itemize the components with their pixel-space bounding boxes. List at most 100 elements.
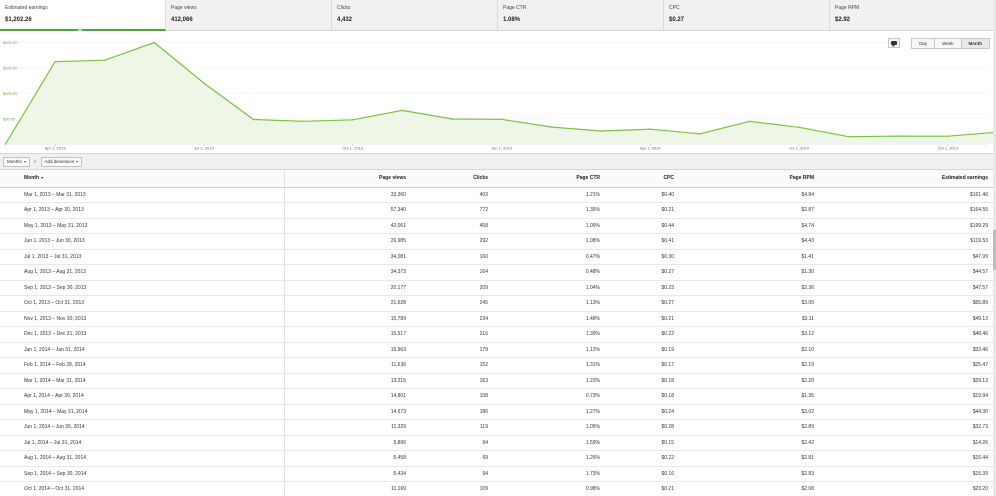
cell-clicks: 458	[414, 218, 496, 234]
column-header-clicks[interactable]: Clicks	[414, 170, 496, 188]
cell-cpc: $0.17	[608, 357, 682, 374]
table-row: Sep 1, 2013 – Sep 30, 2013 20,177 209 1.04%…	[0, 280, 996, 296]
primary-dimension-label: Months	[7, 159, 22, 164]
cell-cpc: $0.44	[608, 218, 682, 234]
add-dimension-label: Add dimension	[44, 159, 75, 164]
cell-cpc: $0.27	[608, 295, 682, 312]
cell-estimated-earnings: $44.30	[822, 404, 996, 420]
cell-page-views: 57,340	[283, 202, 414, 219]
table-row: Mar 1, 2013 – Mar 31, 2013 33,360 403 1.21%…	[0, 187, 996, 203]
cell-page-ctr: 1.12%	[496, 342, 608, 358]
data-point	[550, 126, 552, 128]
chevron-down-icon	[76, 160, 79, 163]
cell-page-views: 20,177	[283, 280, 414, 296]
cell-page-rpm: $2.10	[682, 342, 822, 358]
cell-month: Mar 1, 2013 – Mar 31, 2013	[0, 187, 284, 203]
cell-clicks: 119	[414, 419, 496, 436]
cell-clicks: 234	[414, 311, 496, 327]
column-header-page-ctr[interactable]: Page CTR	[496, 170, 608, 188]
cell-page-ctr: 0.48%	[496, 264, 608, 281]
cell-clicks: 245	[414, 295, 496, 312]
cell-month: Apr 1, 2013 – Apr 30, 2013	[0, 202, 284, 219]
column-header-page-views[interactable]: Page views	[283, 170, 414, 188]
cell-estimated-earnings: $65.89	[822, 295, 996, 312]
cell-estimated-earnings: $25.47	[822, 357, 996, 374]
comment-button[interactable]	[888, 38, 900, 48]
scrollbar-thumb[interactable]	[993, 230, 996, 270]
data-point	[4, 143, 7, 145]
cell-page-rpm: $1.30	[682, 264, 822, 281]
cell-estimated-earnings: $48.46	[822, 326, 996, 343]
cell-page-views: 13,215	[283, 373, 414, 389]
tab-page-views[interactable]: Page views 412,066	[166, 0, 332, 31]
week-button[interactable]: Week	[935, 38, 962, 49]
cell-cpc: $0.19	[608, 342, 682, 358]
cell-clicks: 186	[414, 404, 496, 420]
tab-estimated-earnings[interactable]: Estimated earnings $1,202.26	[0, 0, 166, 31]
column-header-month[interactable]: Month ▼	[0, 170, 284, 188]
earnings-area	[5, 42, 996, 144]
table-row: May 1, 2013 – May 31, 2013 42,061 458 1.09%…	[0, 218, 996, 234]
cell-page-rpm: $2.20	[682, 373, 822, 389]
cell-estimated-earnings: $119.53	[822, 233, 996, 250]
cell-cpc: $0.18	[608, 373, 682, 389]
table-row: Oct 1, 2014 – Oct 31, 2014 11,169 109 0.98%…	[0, 481, 996, 496]
cell-page-rpm: $3.11	[682, 311, 822, 327]
table-row: Jun 1, 2014 – Jun 30, 2014 11,329 119 1.05%…	[0, 419, 996, 436]
cell-estimated-earnings: $47.99	[822, 249, 996, 265]
tab-clicks[interactable]: Clicks 4,432	[332, 0, 498, 31]
cell-page-ctr: 1.05%	[496, 419, 608, 436]
granularity-toggle: Day Week Month	[911, 38, 990, 49]
vertical-scrollbar[interactable]	[993, 0, 996, 496]
column-header-label: Month	[24, 175, 39, 182]
cell-page-rpm: $1.41	[682, 249, 822, 265]
cell-clicks: 69	[414, 450, 496, 467]
table-row: Oct 1, 2013 – Oct 31, 2013 21,628 245 1.13%…	[0, 295, 996, 312]
data-point	[649, 128, 652, 130]
data-point	[302, 120, 304, 123]
data-point	[798, 126, 800, 129]
y-tick-label: $50.00	[3, 117, 16, 122]
x-tick-label: Apr 1, 2013	[45, 146, 66, 151]
column-header-page-rpm[interactable]: Page RPM	[682, 170, 822, 188]
cell-estimated-earnings: $161.46	[822, 187, 996, 203]
cell-month: Aug 1, 2014 – Aug 31, 2014	[0, 450, 284, 467]
cell-estimated-earnings: $14.26	[822, 435, 996, 451]
add-dimension-dropdown[interactable]: Add dimension	[40, 156, 83, 167]
cell-page-rpm: $2.83	[682, 466, 822, 482]
double-chevron-icon: »	[33, 158, 37, 165]
tab-label: Page RPM	[835, 5, 860, 11]
cell-page-rpm: $3.05	[682, 295, 822, 312]
cell-cpc: $0.23	[608, 280, 682, 296]
cell-page-views: 14,801	[283, 388, 414, 405]
cell-month: Sep 1, 2013 – Sep 30, 2013	[0, 280, 284, 296]
day-button[interactable]: Day	[911, 38, 936, 49]
tab-label: Estimated earnings	[5, 5, 48, 11]
table-row: Nov 1, 2013 – Nov 30, 2013 15,789 234 1.48%…	[0, 311, 996, 327]
cell-page-ctr: 1.31%	[496, 357, 608, 374]
month-button[interactable]: Month	[961, 38, 990, 49]
cell-page-ctr: 1.35%	[496, 202, 608, 219]
y-tick-label: $150.00	[3, 66, 18, 71]
dimension-bar: Months » Add dimension	[0, 153, 996, 170]
data-point	[451, 118, 453, 120]
cell-clicks: 109	[414, 481, 496, 496]
cell-month: Feb 1, 2014 – Feb 28, 2014	[0, 357, 284, 374]
column-header-estimated-earnings[interactable]: Estimated earnings	[822, 170, 996, 188]
cell-estimated-earnings: $15.44	[822, 450, 996, 467]
data-point	[699, 133, 701, 135]
table-row: Mar 1, 2014 – Mar 31, 2014 13,215 163 1.23%…	[0, 373, 996, 389]
tab-cpc[interactable]: CPC $0.27	[664, 0, 830, 31]
tab-page-rpm[interactable]: Page RPM $2.92	[830, 0, 996, 31]
data-point	[351, 118, 354, 121]
tab-label: Clicks	[337, 5, 351, 11]
table-body: Mar 1, 2013 – Mar 31, 2013 33,360 403 1.21%…	[0, 187, 996, 496]
cell-page-views: 26,985	[283, 233, 414, 250]
tab-page-ctr[interactable]: Page CTR 1.08%	[498, 0, 664, 31]
cell-page-ctr: 1.08%	[496, 233, 608, 250]
data-point	[897, 135, 900, 137]
cell-page-ctr: 1.48%	[496, 311, 608, 327]
column-header-cpc[interactable]: CPC	[608, 170, 682, 188]
primary-dimension-dropdown[interactable]: Months	[3, 156, 30, 167]
cell-page-ctr: 1.23%	[496, 373, 608, 389]
